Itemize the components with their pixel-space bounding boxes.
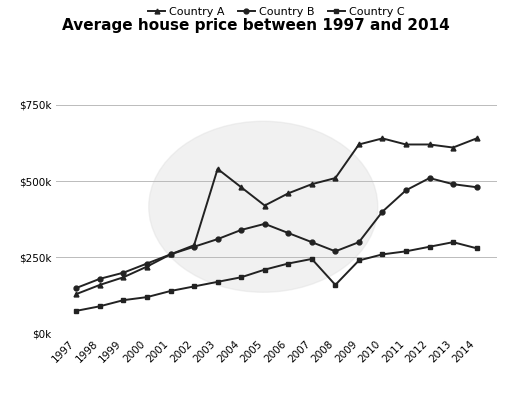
Country B: [426, 175, 433, 180]
Country C: [262, 267, 268, 272]
Country A: [332, 175, 338, 180]
Country C: [356, 258, 362, 263]
Country B: [309, 240, 315, 245]
Country C: [309, 256, 315, 261]
Country A: [403, 142, 409, 147]
Country B: [238, 228, 244, 232]
Country B: [262, 221, 268, 226]
Country B: [167, 252, 174, 257]
Country A: [285, 191, 291, 196]
Country A: [97, 282, 103, 287]
Country A: [262, 203, 268, 208]
Country A: [144, 264, 150, 269]
Ellipse shape: [149, 121, 378, 292]
Country A: [120, 275, 126, 280]
Country A: [191, 243, 197, 247]
Country C: [97, 304, 103, 309]
Country C: [450, 240, 456, 245]
Country B: [73, 286, 79, 291]
Country C: [167, 289, 174, 293]
Country A: [379, 136, 386, 141]
Country B: [332, 249, 338, 254]
Line: Country B: Country B: [74, 176, 479, 290]
Country B: [403, 188, 409, 193]
Legend: Country A, Country B, Country C: Country A, Country B, Country C: [144, 2, 409, 21]
Country B: [120, 270, 126, 275]
Country A: [356, 142, 362, 147]
Country B: [97, 276, 103, 281]
Country C: [403, 249, 409, 254]
Country A: [238, 185, 244, 190]
Country A: [73, 291, 79, 296]
Country C: [332, 282, 338, 287]
Country C: [238, 275, 244, 280]
Country B: [285, 230, 291, 235]
Country B: [356, 240, 362, 245]
Country A: [450, 145, 456, 150]
Country C: [73, 309, 79, 313]
Country A: [309, 182, 315, 186]
Country C: [191, 284, 197, 289]
Text: Average house price between 1997 and 2014: Average house price between 1997 and 201…: [62, 18, 450, 33]
Country C: [144, 295, 150, 300]
Line: Country C: Country C: [74, 240, 479, 313]
Country A: [474, 136, 480, 141]
Country B: [450, 182, 456, 186]
Country C: [474, 246, 480, 251]
Country A: [167, 252, 174, 257]
Country B: [215, 236, 221, 241]
Country C: [426, 244, 433, 249]
Country B: [191, 244, 197, 249]
Country B: [379, 209, 386, 214]
Country B: [144, 261, 150, 266]
Line: Country A: Country A: [74, 136, 479, 296]
Country C: [215, 279, 221, 284]
Country C: [379, 252, 386, 257]
Country A: [426, 142, 433, 147]
Country C: [120, 298, 126, 303]
Country B: [474, 185, 480, 190]
Country A: [215, 166, 221, 171]
Country C: [285, 261, 291, 266]
